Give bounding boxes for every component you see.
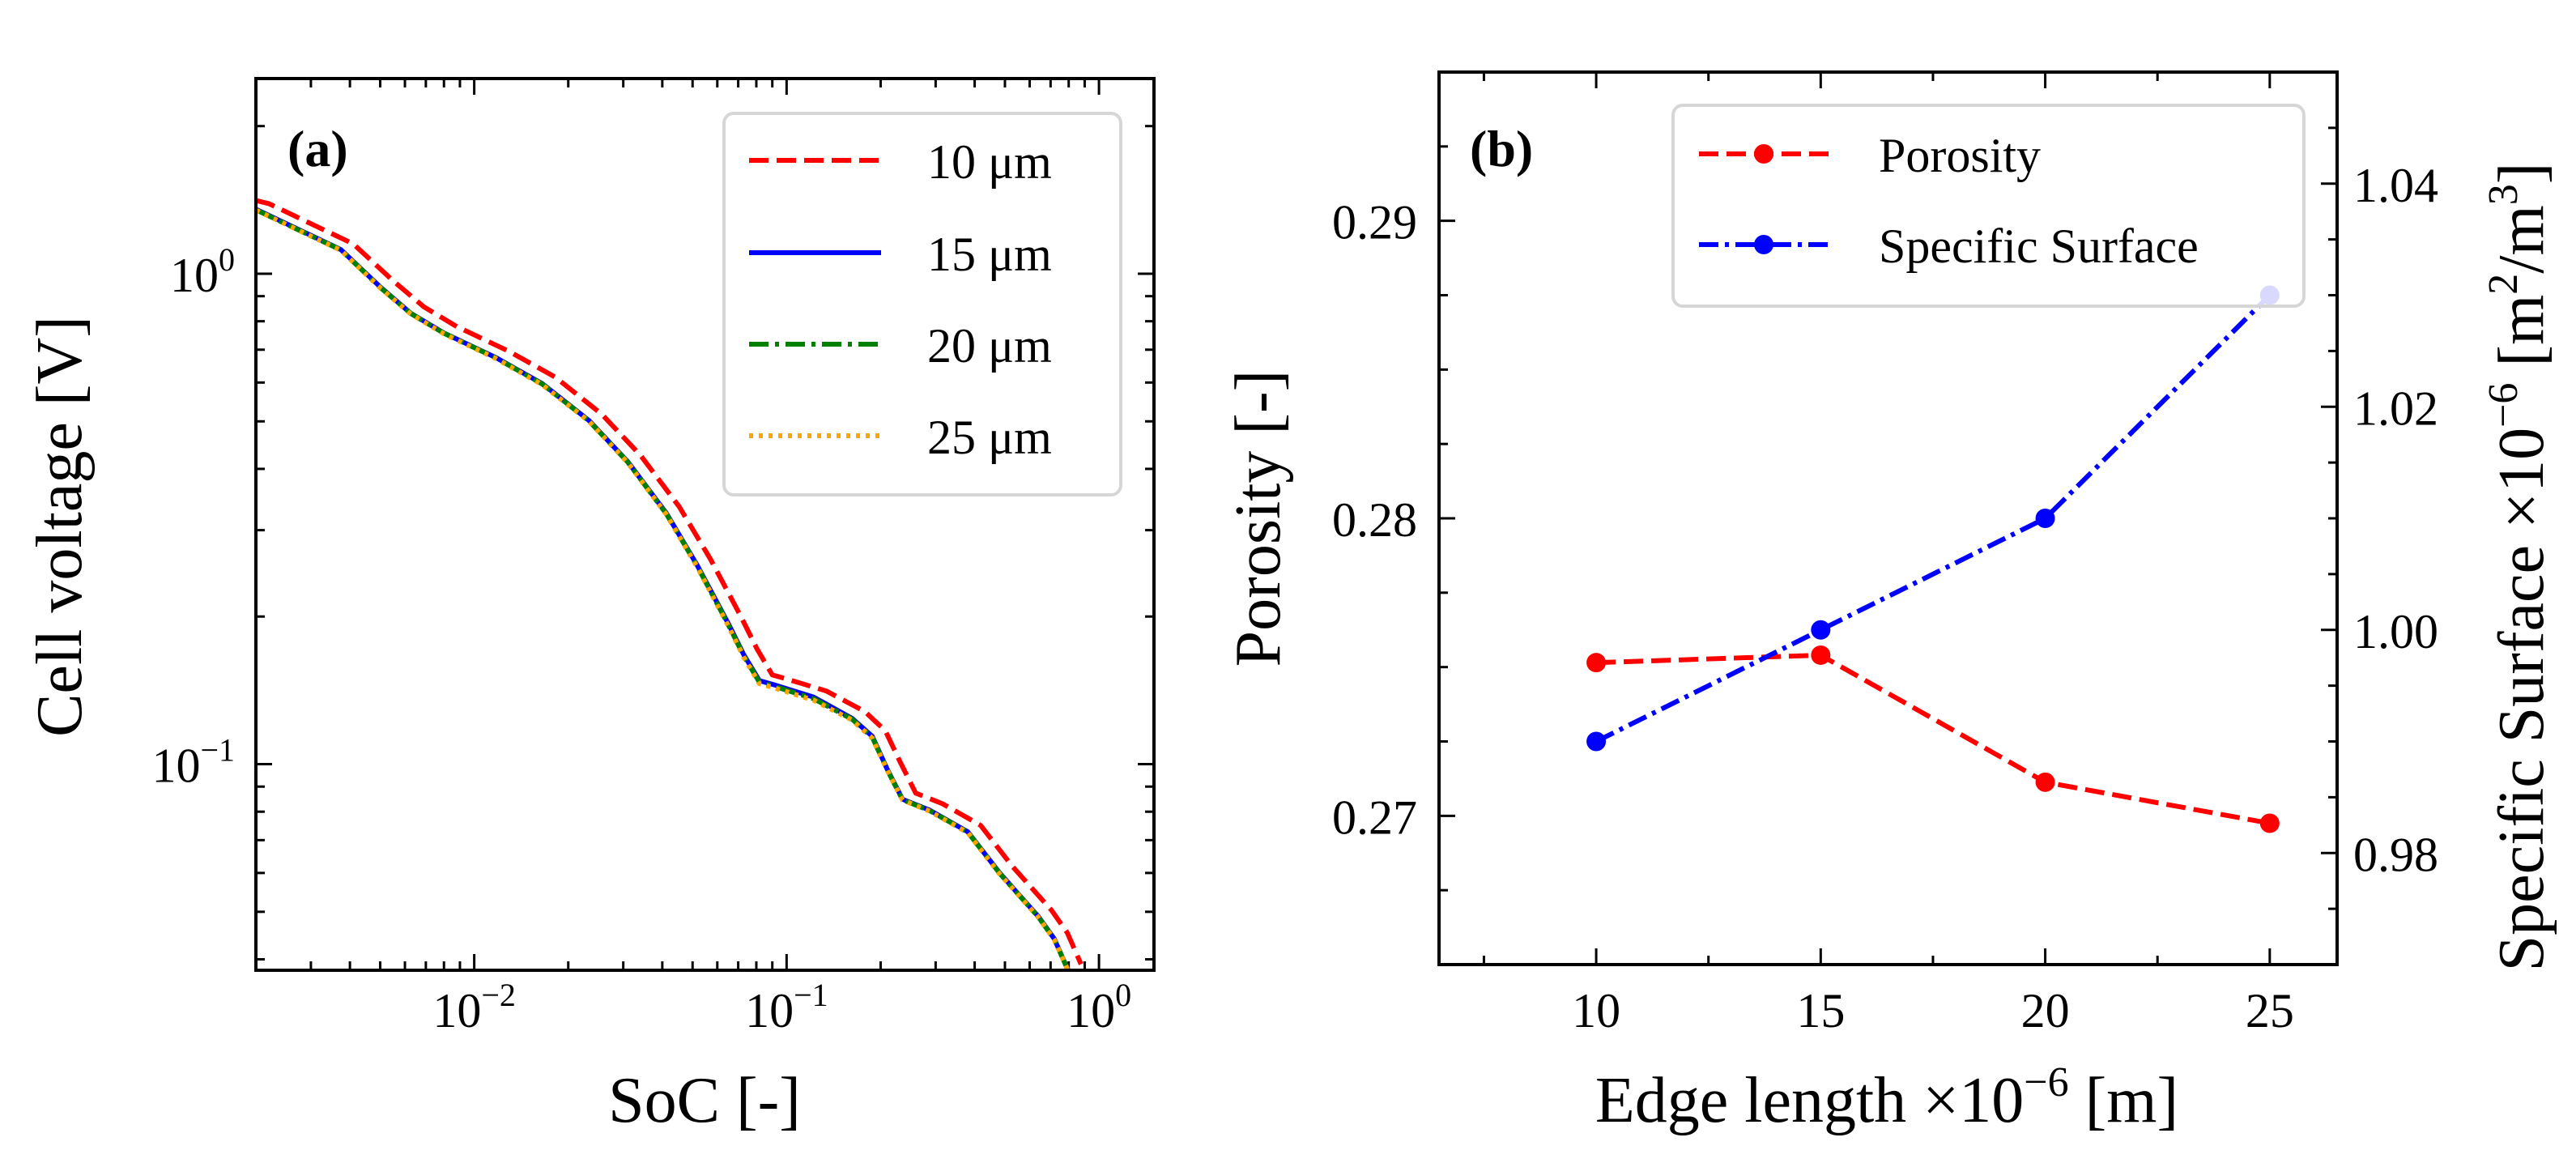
data-point-porosity — [1811, 645, 1831, 665]
y-axis-label: Cell voltage [V] — [24, 316, 96, 737]
x-tick-label: 20 — [2021, 984, 2070, 1037]
x-tick-label: 10−2 — [432, 977, 516, 1037]
y2-tick-label: 1.04 — [2353, 159, 2438, 212]
data-point-specific-surface — [1586, 731, 1607, 752]
legend-marker-1 — [1754, 144, 1773, 164]
x-tick-base: 10 — [1067, 984, 1115, 1037]
y-tick-exponent: −1 — [200, 732, 235, 769]
x-axis-label-exponent: −6 — [2024, 1059, 2068, 1105]
y2-axis-label-unit: [m — [2486, 295, 2557, 383]
series-line-specific-surface — [1595, 293, 2272, 744]
y2-axis-label-sup: 3 — [2480, 184, 2527, 205]
y2-axis-label-unit: /m — [2486, 205, 2557, 273]
legend-label-1: 10 μm — [927, 135, 1052, 189]
legend-label-3: 20 μm — [927, 319, 1052, 373]
legend-frame — [722, 112, 1122, 496]
x-axis-label-unit: [m] — [2069, 1065, 2179, 1136]
y-tick-label: 0.29 — [1332, 196, 1417, 249]
x-axis-label: Edge length ×10−6 [m] — [1595, 1059, 2178, 1136]
x-axis-label-text: Edge length ×10 — [1595, 1065, 2024, 1136]
y2-axis-label-unit: ] — [2486, 163, 2557, 185]
y-axis-label: Porosity [-] — [1223, 370, 1294, 667]
x-tick-exponent: 0 — [1115, 977, 1131, 1013]
series-line-1 — [256, 198, 1084, 965]
y-tick-label: 0.28 — [1332, 493, 1417, 547]
panel-label-b: (b) — [1470, 120, 1533, 177]
x-axis-label: SoC [-] — [608, 1065, 801, 1136]
legend: Porosity Specific Surface — [1671, 104, 2306, 308]
data-point-porosity — [2259, 813, 2280, 833]
axes-frame — [1437, 70, 2339, 966]
data-point-porosity — [1586, 653, 1607, 673]
y-tick-label: 100 — [170, 241, 235, 302]
y-tick-base: 10 — [170, 249, 219, 302]
y2-tick-label: 1.00 — [2353, 605, 2438, 658]
y2-tick-label: 1.02 — [2353, 381, 2438, 435]
legend: 10 μm 15 μm 20 μm 25 μm — [722, 112, 1122, 496]
x-tick-base: 10 — [745, 984, 794, 1037]
series-line-porosity — [1596, 652, 2271, 826]
axes-frame — [254, 77, 1156, 972]
data-point-porosity — [2035, 772, 2055, 792]
x-tick-label: 100 — [1067, 977, 1131, 1037]
y-tick-label: 0.27 — [1332, 790, 1417, 844]
series-line-4 — [256, 207, 1071, 970]
y2-axis-label-sup: 2 — [2480, 274, 2527, 295]
y-tick-base: 10 — [151, 739, 200, 793]
x-tick-label: 10 — [1572, 984, 1620, 1037]
y-tick-exponent: 0 — [219, 241, 235, 278]
y2-tick-label: 0.98 — [2353, 828, 2438, 881]
x-tick-label: 10−1 — [745, 977, 828, 1037]
legend-marker-2 — [1754, 235, 1773, 254]
x-tick-label: 25 — [2246, 984, 2294, 1037]
y-tick-label: 10−1 — [151, 732, 235, 793]
x-tick-base: 10 — [432, 984, 481, 1037]
legend-label-4: 25 μm — [927, 411, 1052, 464]
plot-area — [1586, 285, 2280, 833]
legend-label-2: 15 μm — [927, 228, 1052, 281]
plot-area — [256, 198, 1084, 970]
legend-label-1: Porosity — [1879, 129, 2041, 182]
y2-axis-label-text: Specific Surface ×10 — [2486, 428, 2557, 972]
data-point-specific-surface — [2035, 509, 2055, 528]
chart-b-porosity-specific-surface: 10 15 20 25 0.27 0.28 0.29 0.98 1.00 1.02 1.04 Edge… — [1223, 70, 2557, 1136]
panel-label-a: (a) — [287, 120, 348, 177]
data-point-specific-surface — [1811, 620, 1831, 640]
x-tick-label: 15 — [1796, 984, 1845, 1037]
x-tick-exponent: −1 — [794, 977, 828, 1013]
y2-axis-label-exponent: −6 — [2480, 383, 2527, 428]
legend-frame — [1671, 104, 2306, 308]
y2-axis-label: Specific Surface ×10−6 [m2/m3] — [2480, 163, 2557, 972]
x-tick-exponent: −2 — [481, 977, 516, 1013]
legend-label-2: Specific Surface — [1879, 219, 2199, 273]
